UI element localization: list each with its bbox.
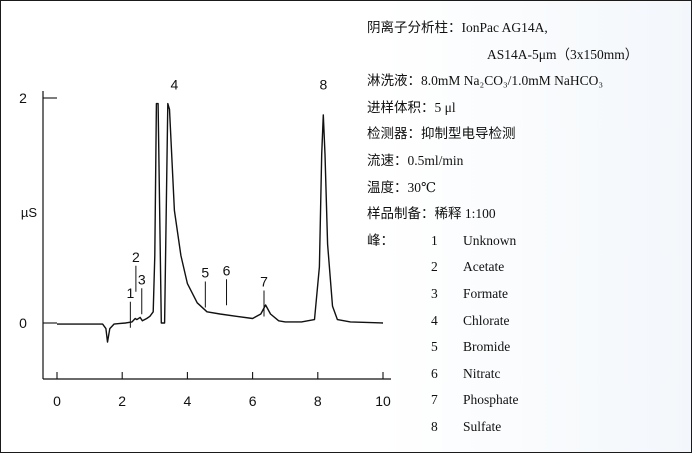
peak-label: 8 xyxy=(319,77,327,93)
prep-value: 稀释 1:100 xyxy=(434,206,496,222)
prep-label: 样品制备： xyxy=(367,206,435,222)
flow-line: 流速：0.5ml/min xyxy=(367,148,687,175)
peak-number: 8 xyxy=(431,418,438,434)
peak-row: 3 Formate xyxy=(367,281,687,308)
peak-label: 6 xyxy=(223,262,231,278)
peaks-label: 峰： xyxy=(367,232,394,248)
temperature-line: 温度：30℃ xyxy=(367,175,687,202)
eluent-line: 淋洗液：8.0mM Na₂CO₃/1.0mM NaHCO₃ xyxy=(367,68,687,95)
peak-label: 1 xyxy=(126,285,134,301)
peak-name: Formate xyxy=(463,285,508,301)
peak-label: 5 xyxy=(201,265,209,281)
x-tick-label: 10 xyxy=(375,393,391,409)
injection-line: 进样体积：5 μl xyxy=(367,95,687,122)
peak-row: 7 Phosphate xyxy=(367,387,687,414)
peak-name: Nitratc xyxy=(463,365,501,381)
peak-row: 2 Acetate xyxy=(367,254,687,281)
column-line: 阴离子分析柱：IonPac AG14A, xyxy=(367,15,687,42)
x-tick-label: 4 xyxy=(184,393,192,409)
y-axis-label: µS xyxy=(21,205,37,220)
peak-number: 1 xyxy=(431,232,438,248)
peak-label: 4 xyxy=(170,77,178,93)
peak-name: Bromide xyxy=(463,339,511,355)
peak-list: 峰： 1 Unknown 2 Acetate 3 Formate 4 Chlorate 5 Brom… xyxy=(367,228,687,441)
eluent-value: 8.0mM Na₂CO₃/1.0mM NaHCO₃ xyxy=(421,73,604,89)
trace-layer xyxy=(57,102,384,343)
detector-line: 检测器：抑制型电导检测 xyxy=(367,121,687,148)
peak-label: 3 xyxy=(138,271,146,287)
axes: 0 2 4 6 8 10 0 2 µS xyxy=(19,90,391,409)
injection-value: 5 μl xyxy=(434,99,456,115)
x-tick-label: 8 xyxy=(314,393,322,409)
injection-label: 进样体积： xyxy=(367,99,435,115)
chromatogram-trace xyxy=(57,102,384,343)
prep-line: 样品制备：稀释 1:100 xyxy=(367,201,687,228)
detector-value: 抑制型电导检测 xyxy=(421,126,516,142)
y-tick-label: 0 xyxy=(19,315,27,331)
x-tick-label: 0 xyxy=(53,393,61,409)
temperature-label: 温度： xyxy=(367,179,408,195)
x-tick-label: 2 xyxy=(118,393,126,409)
peak-name: Phosphate xyxy=(463,392,519,408)
peak-label: 2 xyxy=(132,249,140,265)
column-line-2: AS14A-5μm（3x150mm） xyxy=(367,42,687,69)
peak-number: 3 xyxy=(431,285,438,301)
y-tick-label: 2 xyxy=(19,90,27,106)
flow-label: 流速： xyxy=(367,152,408,168)
eluent-label: 淋洗液： xyxy=(367,73,421,89)
peak-name: Acetate xyxy=(463,259,505,275)
column-value-2: AS14A-5μm（3x150mm） xyxy=(487,46,639,62)
peak-row: 6 Nitratc xyxy=(367,361,687,388)
conditions-panel: 阴离子分析柱：IonPac AG14A, AS14A-5μm（3x150mm） … xyxy=(367,15,687,441)
column-value: IonPac AG14A, xyxy=(461,20,548,35)
peak-name: Chlorate xyxy=(463,312,510,328)
flow-value: 0.5ml/min xyxy=(407,152,464,168)
peak-number: 7 xyxy=(431,392,438,408)
peak-label-layer: 1 2 3 4 5 6 7 8 xyxy=(126,77,327,328)
peak-name: Sulfate xyxy=(463,418,502,434)
temperature-value: 30℃ xyxy=(407,179,437,195)
peak-number: 5 xyxy=(431,339,438,355)
peak-row: 8 Sulfate xyxy=(367,414,687,441)
peak-row: 5 Bromide xyxy=(367,334,687,361)
peak-row: 峰： 1 Unknown xyxy=(367,228,687,255)
peak-number: 4 xyxy=(431,312,438,328)
peak-number: 2 xyxy=(431,259,438,275)
column-label: 阴离子分析柱： xyxy=(367,20,462,35)
x-tick-label: 6 xyxy=(249,393,257,409)
peak-row: 4 Chlorate xyxy=(367,308,687,335)
peak-number: 6 xyxy=(431,365,438,381)
detector-label: 检测器： xyxy=(367,126,421,142)
peak-name: Unknown xyxy=(463,232,517,248)
peak-label: 7 xyxy=(260,274,268,290)
